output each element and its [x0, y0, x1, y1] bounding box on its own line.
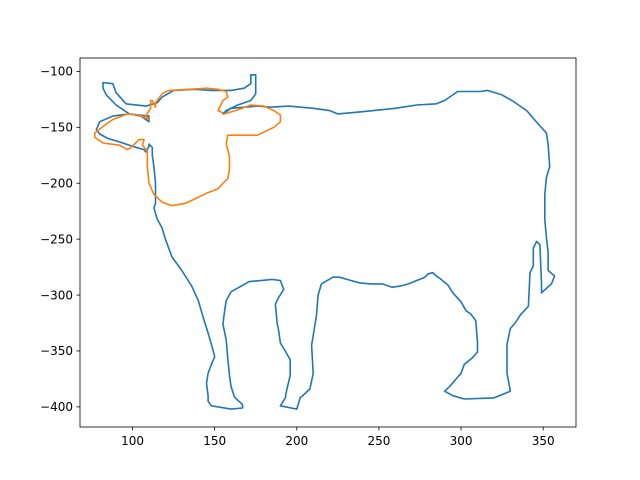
y-tick-label: −100	[40, 65, 73, 79]
y-axis: −100 −150 −200 −250 −300 −350 −400	[40, 65, 80, 414]
y-tick-label: −150	[40, 121, 73, 135]
axes-frame	[79, 57, 577, 428]
x-axis: 100 150 200 250 300 350	[121, 427, 555, 448]
x-tick-label: 200	[285, 434, 308, 448]
x-tick-label: 150	[203, 434, 226, 448]
series-layer	[94, 74, 556, 410]
y-tick-label: −250	[40, 232, 73, 246]
y-tick-label: −350	[40, 344, 73, 358]
x-tick-label: 350	[532, 434, 555, 448]
series-line-1	[95, 74, 556, 410]
y-tick-label: −400	[40, 400, 73, 414]
x-tick-label: 100	[121, 434, 144, 448]
y-tick-label: −300	[40, 288, 73, 302]
y-tick-label: −200	[40, 176, 73, 190]
series-line-2	[94, 87, 282, 207]
x-tick-label: 250	[367, 434, 390, 448]
x-tick-label: 300	[450, 434, 473, 448]
